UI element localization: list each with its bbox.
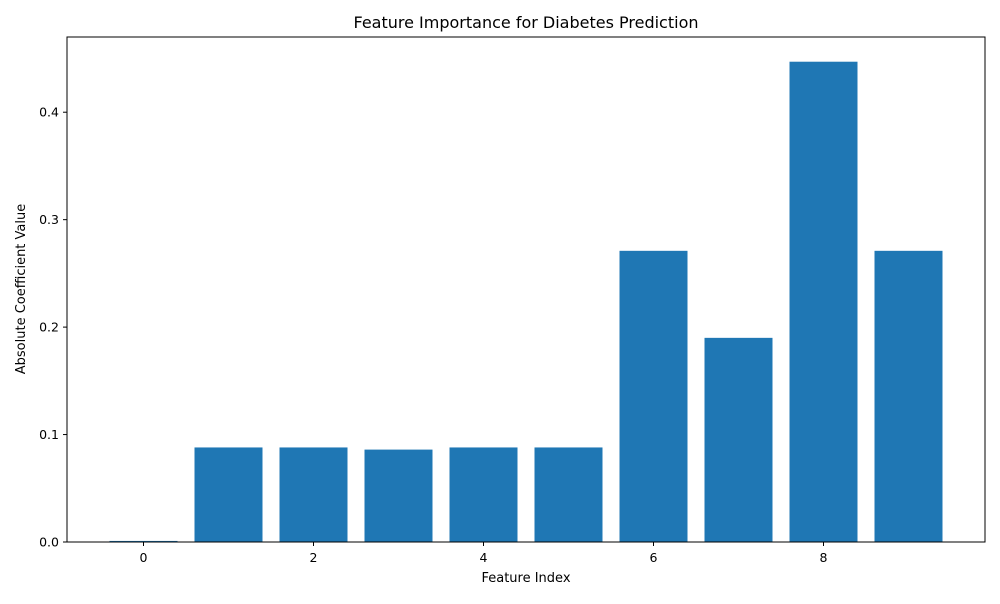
bar-feature-8	[789, 61, 858, 543]
plot-frame	[66, 36, 986, 543]
x-tick-label-2: 2	[310, 550, 318, 565]
plot-area: 0 2 4 6 8 0.0 0.1 0.2 0.3 0.4	[39, 36, 986, 565]
bar-feature-3	[364, 449, 433, 542]
x-tick-label-8: 8	[820, 550, 828, 565]
bar-feature-4	[449, 447, 518, 542]
bar-feature-5	[534, 447, 603, 542]
y-tick-label-4: 0.4	[39, 105, 59, 120]
bar-feature-9	[874, 250, 943, 542]
y-tick-label-1: 0.1	[39, 427, 59, 442]
y-tick-label-2: 0.2	[39, 320, 59, 335]
bar-feature-2	[279, 447, 348, 542]
x-tick-label-4: 4	[480, 550, 488, 565]
bar-feature-1	[194, 447, 263, 542]
y-axis-label: Absolute Coefficient Value	[14, 204, 29, 374]
chart-title: Feature Importance for Diabetes Predicti…	[354, 13, 699, 32]
bar-feature-7	[704, 337, 773, 542]
y-tick-label-3: 0.3	[39, 212, 59, 227]
bar-feature-6	[619, 250, 688, 542]
bar-feature-0	[109, 540, 178, 542]
y-tick-label-0: 0.0	[39, 535, 59, 550]
x-axis-label: Feature Index	[481, 571, 570, 586]
x-tick-label-0: 0	[140, 550, 148, 565]
x-tick-label-6: 6	[650, 550, 658, 565]
